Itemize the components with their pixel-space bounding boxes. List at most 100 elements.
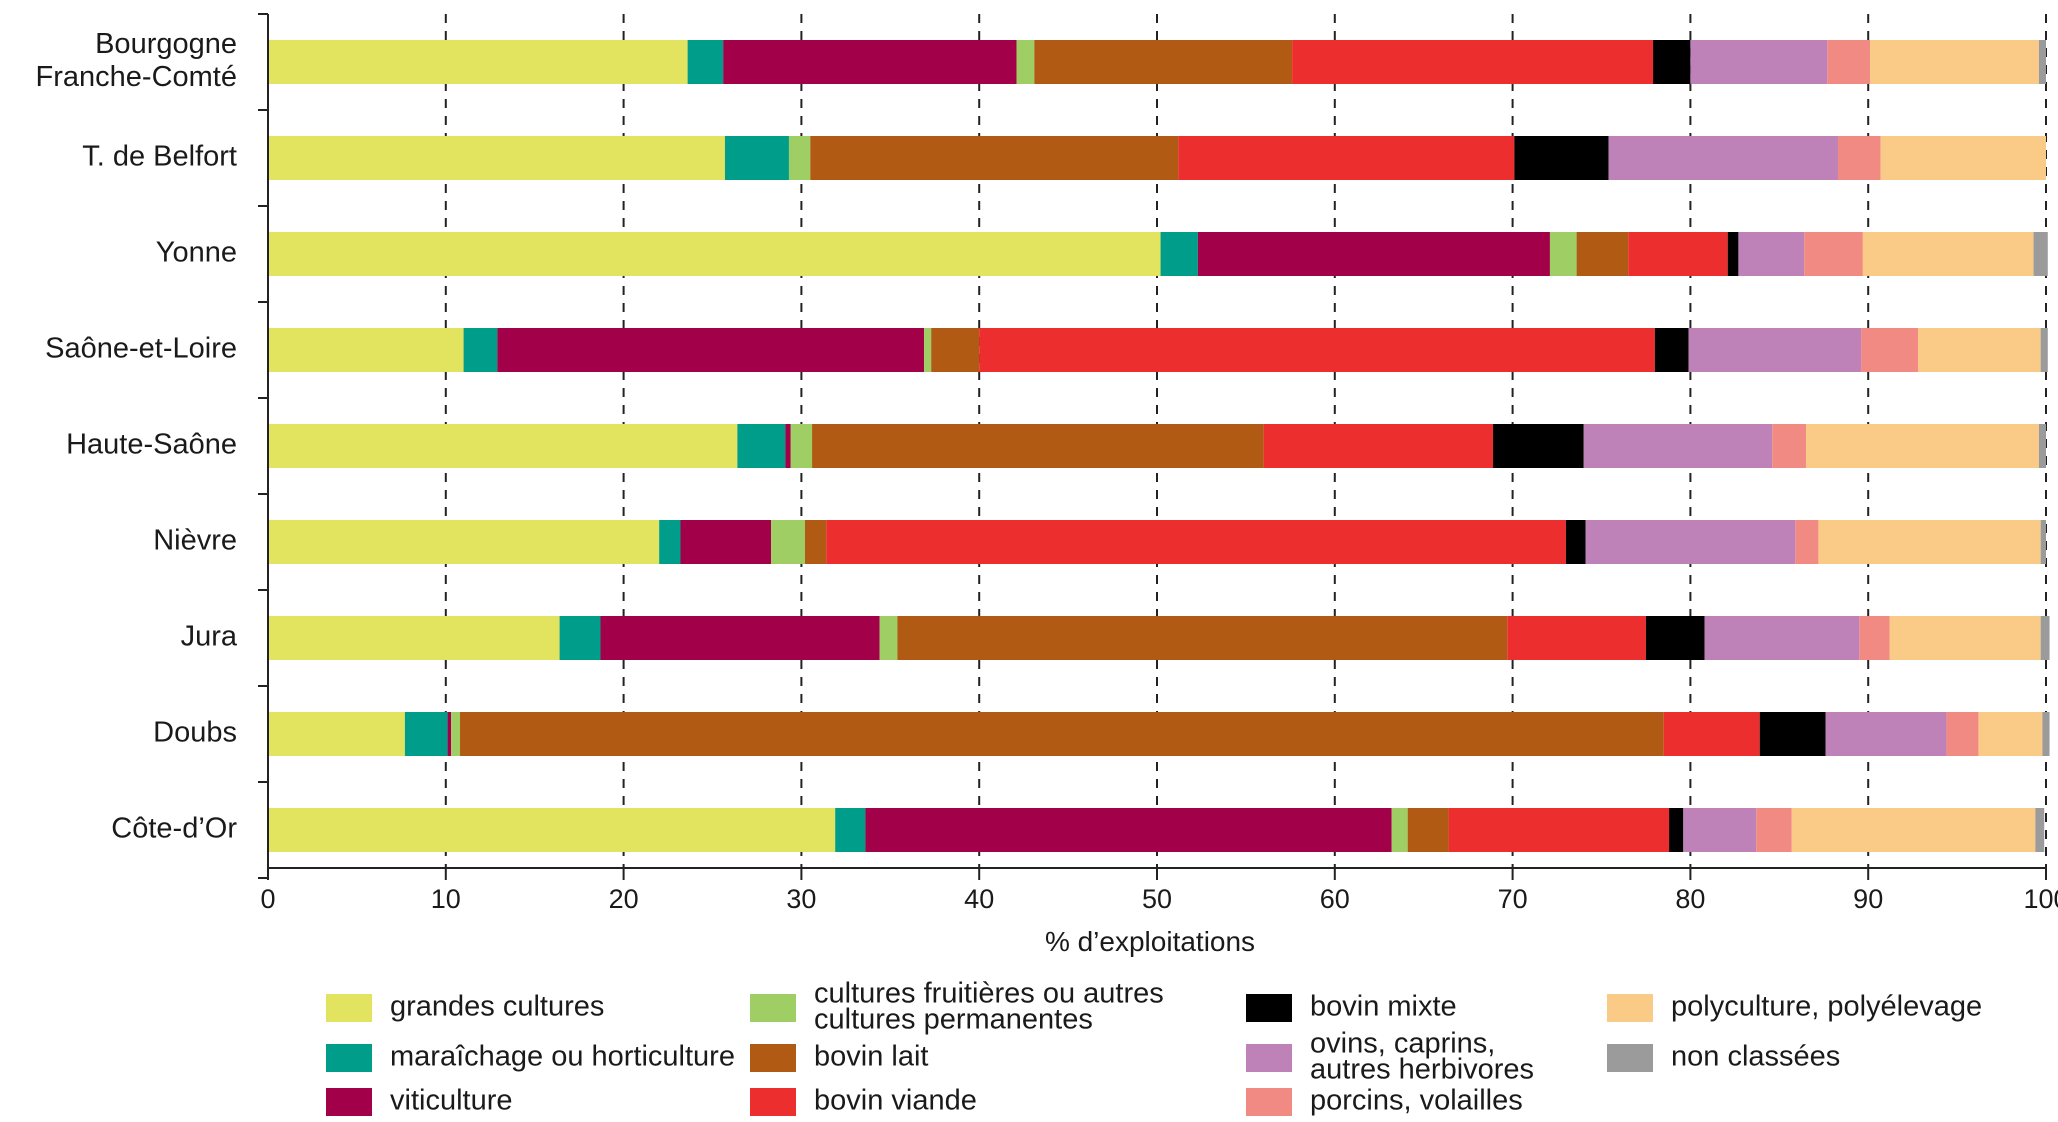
legend-label: viticulture: [390, 1085, 513, 1117]
legend-item-ovins-caprins-autres-herbivores: ovins, caprins, autres herbivores: [1246, 1028, 1534, 1086]
bar-haute-saone-grandes-cultures: [268, 424, 738, 468]
bar-haute-saone-polyculture-polyelevage: [1805, 424, 2039, 468]
bar-bourgogne-franche-comte-bovin-viande: [1292, 40, 1654, 84]
category-label: Nièvre: [153, 525, 237, 557]
legend-label: bovin viande: [814, 1085, 977, 1117]
bar-yonne-bovin-lait: [1576, 232, 1629, 276]
legend-swatch: [1246, 1044, 1292, 1072]
bar-cote-d-or-porcins-volailles: [1756, 808, 1792, 852]
bar-yonne-viticulture: [1197, 232, 1550, 276]
bar-bourgogne-franche-comte-non-classees: [2038, 40, 2046, 84]
bar-nievre-polyculture-polyelevage: [1818, 520, 2041, 564]
bar-doubs-non-classees: [2042, 712, 2050, 756]
bar-bourgogne-franche-comte-maraichage-ou-horticulture: [687, 40, 724, 84]
x-tick-label-80: 80: [1675, 884, 1705, 914]
bar-yonne-grandes-cultures: [268, 232, 1161, 276]
category-label: T. de Belfort: [82, 141, 237, 173]
bar-yonne-porcins-volailles: [1804, 232, 1863, 276]
x-axis-title: % d’exploitations: [1045, 926, 1255, 957]
bar-t-de-belfort-ovins-caprins-autres-herbivores: [1608, 136, 1838, 180]
category-label: Saône-et-Loire: [45, 333, 237, 365]
bar-nievre-bovin-viande: [826, 520, 1566, 564]
bar-cote-d-or-bovin-lait: [1407, 808, 1449, 852]
bar-jura-non-classees: [2040, 616, 2050, 660]
bar-haute-saone-maraichage-ou-horticulture: [737, 424, 786, 468]
bar-saone-et-loire-porcins-volailles: [1861, 328, 1918, 372]
bar-bourgogne-franche-comte-viticulture: [723, 40, 1017, 84]
bar-doubs-ovins-caprins-autres-herbivores: [1825, 712, 1947, 756]
bar-yonne-bovin-mixte: [1727, 232, 1739, 276]
bar-cote-d-or-grandes-cultures: [268, 808, 836, 852]
legend-item-maraichage-ou-horticulture: maraîchage ou horticulture: [326, 1041, 735, 1073]
legend-label: bovin mixte: [1310, 991, 1457, 1023]
bar-t-de-belfort-grandes-cultures: [268, 136, 725, 180]
legend-item-porcins-volailles: porcins, volailles: [1246, 1085, 1523, 1117]
bar-nievre-viticulture: [680, 520, 772, 564]
legend-label: porcins, volailles: [1310, 1085, 1523, 1117]
bar-haute-saone-bovin-mixte: [1493, 424, 1584, 468]
legend-item-bovin-lait: bovin lait: [750, 1041, 928, 1073]
category-label: Yonne: [156, 237, 237, 269]
bar-nievre-grandes-cultures: [268, 520, 660, 564]
legend-label: polyculture, polyélevage: [1671, 991, 1982, 1023]
x-tick-label-0: 0: [260, 884, 275, 914]
legend-item-bovin-mixte: bovin mixte: [1246, 991, 1457, 1023]
bar-nievre-ovins-caprins-autres-herbivores: [1585, 520, 1796, 564]
bar-haute-saone-non-classees: [2038, 424, 2046, 468]
bar-saone-et-loire-polyculture-polyelevage: [1917, 328, 2041, 372]
legend-item-viticulture: viticulture: [326, 1085, 513, 1117]
category-label: Doubs: [153, 717, 237, 749]
x-tick-label-10: 10: [431, 884, 461, 914]
bar-doubs-bovin-mixte: [1759, 712, 1826, 756]
bar-doubs-maraichage-ou-horticulture: [404, 712, 448, 756]
bar-yonne-maraichage-ou-horticulture: [1160, 232, 1198, 276]
bar-jura-viticulture: [600, 616, 880, 660]
bar-cote-d-or-ovins-caprins-autres-herbivores: [1683, 808, 1757, 852]
legend-swatch: [750, 1088, 796, 1116]
bar-cote-d-or-maraichage-ou-horticulture: [835, 808, 866, 852]
bar-saone-et-loire-non-classees: [2040, 328, 2048, 372]
bar-doubs-porcins-volailles: [1946, 712, 1979, 756]
bar-cote-d-or-non-classees: [2035, 808, 2045, 852]
x-tick-label-20: 20: [609, 884, 639, 914]
bar-bourgogne-franche-comte-cultures-fruitieres-ou-autres-cultures-permanentes: [1016, 40, 1035, 84]
x-tick-label-90: 90: [1853, 884, 1883, 914]
bar-jura-bovin-mixte: [1645, 616, 1705, 660]
bar-t-de-belfort-bovin-lait: [810, 136, 1179, 180]
bar-nievre-maraichage-ou-horticulture: [659, 520, 681, 564]
bar-nievre-non-classees: [2040, 520, 2046, 564]
x-tick-label-30: 30: [786, 884, 816, 914]
bar-yonne-bovin-viande: [1628, 232, 1728, 276]
category-label: Bourgogne Franche-Comté: [36, 28, 237, 93]
bar-haute-saone-bovin-lait: [812, 424, 1264, 468]
bar-jura-grandes-cultures: [268, 616, 560, 660]
x-tick-label-70: 70: [1498, 884, 1528, 914]
bar-doubs-bovin-viande: [1663, 712, 1760, 756]
bar-saone-et-loire-ovins-caprins-autres-herbivores: [1688, 328, 1862, 372]
bar-saone-et-loire-bovin-mixte: [1654, 328, 1689, 372]
bar-doubs-grandes-cultures: [268, 712, 405, 756]
legend-label: ovins, caprins, autres herbivores: [1310, 1028, 1534, 1086]
bar-haute-saone-ovins-caprins-autres-herbivores: [1583, 424, 1773, 468]
bar-saone-et-loire-bovin-lait: [931, 328, 980, 372]
legend: grandes cultures maraîchage ou horticultu…: [326, 978, 1982, 1117]
axes: Bourgogne Franche-Comté T. de Belfort Yonne…: [36, 13, 2058, 914]
bar-jura-ovins-caprins-autres-herbivores: [1704, 616, 1860, 660]
bar-saone-et-loire-bovin-viande: [979, 328, 1655, 372]
bar-cote-d-or-bovin-viande: [1448, 808, 1670, 852]
x-tick-label-60: 60: [1320, 884, 1350, 914]
x-tick-label-100: 100: [2023, 884, 2058, 914]
bar-t-de-belfort-maraichage-ou-horticulture: [724, 136, 789, 180]
bar-doubs-viticulture: [447, 712, 452, 756]
category-label: Côte-d’Or: [111, 813, 237, 845]
bar-nievre-cultures-fruitieres-ou-autres-cultures-permanentes: [771, 520, 805, 564]
bar-jura-porcins-volailles: [1859, 616, 1890, 660]
bar-bourgogne-franche-comte-bovin-lait: [1034, 40, 1293, 84]
bar-t-de-belfort-polyculture-polyelevage: [1880, 136, 2046, 180]
x-tick-label-40: 40: [964, 884, 994, 914]
bar-bourgogne-franche-comte-porcins-volailles: [1827, 40, 1870, 84]
bar-cote-d-or-viticulture: [865, 808, 1392, 852]
legend-label: cultures fruitières ou autres cultures pe…: [814, 978, 1164, 1036]
bar-t-de-belfort-porcins-volailles: [1837, 136, 1881, 180]
